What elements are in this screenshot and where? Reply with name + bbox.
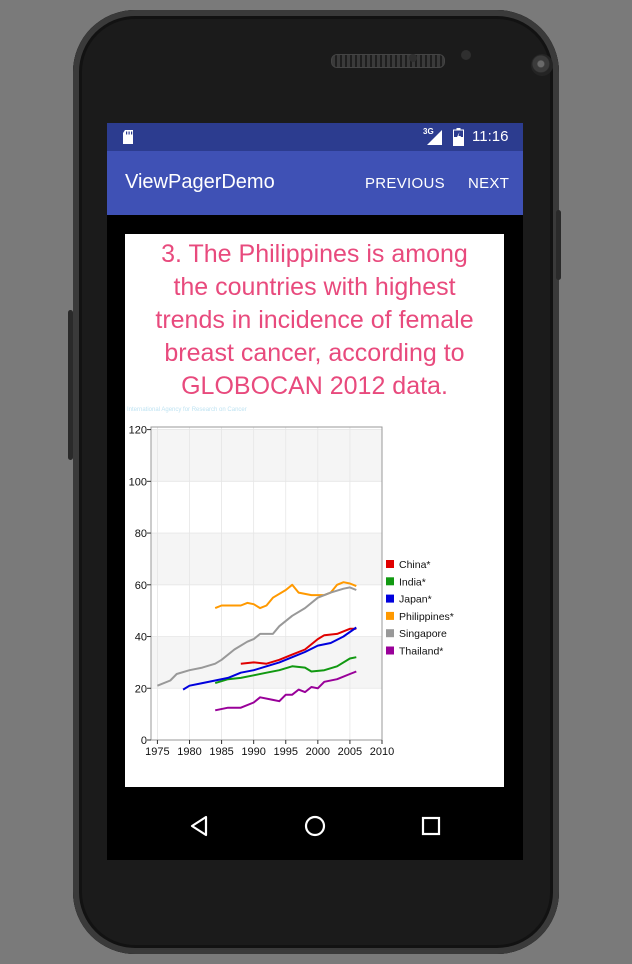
home-icon[interactable] (304, 815, 326, 837)
legend-swatch (386, 577, 394, 586)
x-tick-label: 2000 (306, 746, 330, 758)
heading-line: 3. The Philippines is among (161, 240, 468, 268)
y-tick-label: 100 (129, 476, 147, 488)
heading-line: trends in incidence of female (155, 306, 474, 334)
volume-button[interactable] (68, 310, 73, 460)
series-line (215, 670, 357, 712)
heading-line: GLOBOCAN 2012 data. (181, 372, 448, 400)
slide-heading: 3. The Philippines is among the countrie… (125, 238, 504, 403)
y-tick-label: 40 (135, 632, 147, 644)
y-tick-label: 0 (141, 735, 147, 747)
signal-icon (427, 130, 442, 145)
recents-icon[interactable] (421, 816, 441, 836)
legend-swatch (386, 646, 394, 655)
heading-line: breast cancer, according to (164, 339, 465, 367)
x-tick-label: 1985 (209, 746, 233, 758)
faint-caption: International Agency for Research on Can… (127, 407, 247, 413)
battery-icon (453, 128, 464, 146)
plot-band (151, 636, 382, 689)
proximity-sensor (409, 54, 417, 62)
legend-swatch (386, 611, 394, 620)
plot-band (151, 429, 382, 482)
series-line (157, 586, 357, 687)
plot-band (151, 533, 382, 585)
legend-label: India* (399, 576, 426, 588)
app-bar: ViewPagerDemo PREVIOUS NEXT (107, 151, 523, 215)
x-tick-label: 1975 (145, 746, 169, 758)
back-icon[interactable] (189, 815, 209, 837)
app-title: ViewPagerDemo (125, 171, 275, 193)
legend-swatch (386, 629, 394, 638)
legend-swatch (386, 560, 394, 568)
earpiece-speaker (331, 54, 445, 68)
series-line (214, 656, 357, 685)
network-type: 3G (423, 127, 434, 136)
incidence-chart: 1975 1980 1985 1990 1995 2000 2005 2010 0 20 40 60 8… (129, 425, 454, 758)
light-sensor (461, 50, 471, 60)
y-tick-label: 60 (135, 580, 147, 592)
x-tick-label: 1995 (274, 746, 298, 758)
screen: 3G 11:16 ViewPagerDemo PREVIOUS NEXT 3. … (107, 123, 523, 860)
next-button[interactable]: NEXT (468, 175, 510, 192)
legend-swatch (386, 594, 394, 603)
legend-label: Japan* (399, 594, 432, 606)
legend-label: Singapore (399, 628, 447, 640)
legend-label: Thailand* (399, 646, 443, 658)
front-camera-icon (531, 54, 553, 76)
y-tick-label: 120 (129, 425, 147, 437)
plot-frame (150, 426, 383, 741)
series-line (240, 627, 357, 665)
previous-button[interactable]: PREVIOUS (365, 175, 445, 192)
series-line (214, 581, 357, 610)
y-tick-label: 80 (135, 528, 147, 540)
x-tick-label: 1980 (177, 746, 201, 758)
clock: 11:16 (472, 128, 509, 145)
slide-card: 3. The Philippines is among the countrie… (125, 234, 504, 787)
legend-label: China* (399, 559, 431, 571)
navigation-bar (107, 787, 523, 860)
x-tick-label: 2005 (338, 746, 362, 758)
power-button[interactable] (556, 210, 561, 280)
series-line (182, 626, 357, 691)
x-tick-label: 1990 (241, 746, 265, 758)
heading-line: the countries with highest (173, 273, 456, 301)
legend-label: Philippines* (399, 611, 454, 623)
sd-card-icon (123, 130, 133, 144)
y-tick-label: 20 (135, 683, 147, 695)
status-bar: 3G 11:16 (107, 123, 523, 151)
x-tick-label: 2010 (370, 746, 394, 758)
